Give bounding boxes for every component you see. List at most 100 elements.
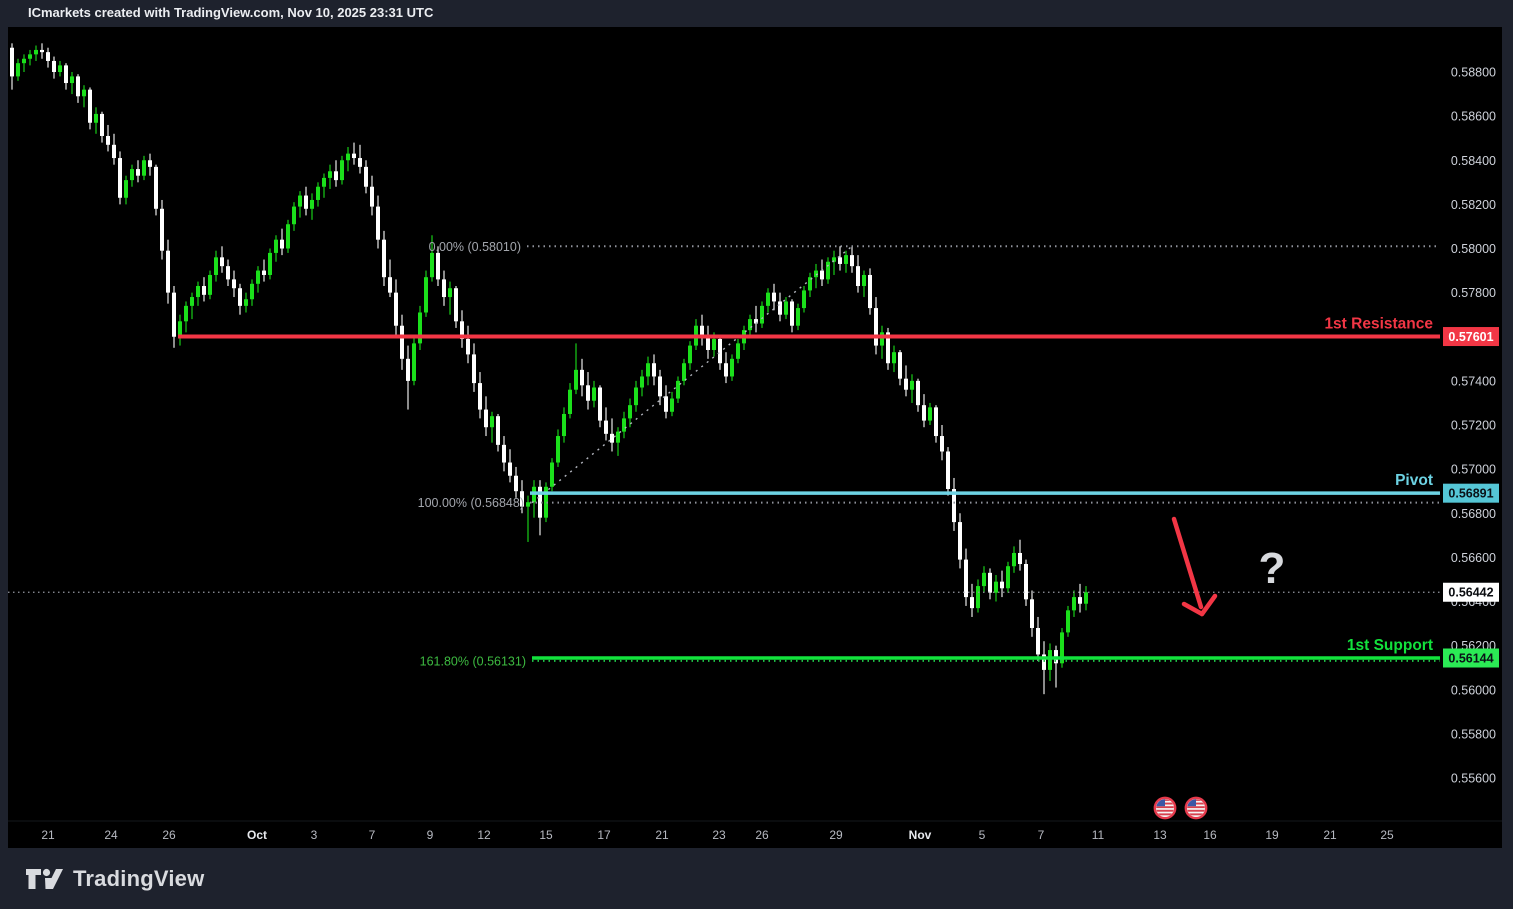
candle-body	[862, 274, 866, 287]
price-axis-label[interactable]: 0.57200	[1451, 419, 1496, 433]
flag-stripe	[1156, 813, 1174, 816]
question-mark-annotation: ?	[1259, 544, 1286, 593]
time-axis-label[interactable]: 11	[1092, 828, 1105, 842]
candle-body	[892, 352, 896, 364]
time-axis-label[interactable]: 7	[369, 828, 376, 842]
candle-body	[496, 416, 500, 445]
candle-body	[148, 160, 152, 167]
flag-art	[1187, 799, 1205, 816]
fib-level-label: 100.00% (0.56848)	[418, 496, 524, 510]
candle-body	[910, 380, 914, 390]
candle	[442, 270, 446, 306]
candle-body	[460, 321, 464, 339]
price-axis-label[interactable]: 0.57800	[1451, 286, 1496, 300]
tradingview-logo[interactable]: TradingView	[25, 866, 204, 892]
time-axis-label[interactable]: 26	[162, 828, 176, 842]
candle-body	[472, 354, 476, 384]
candle	[616, 427, 620, 456]
time-axis-label[interactable]: 15	[539, 828, 553, 842]
candle-body	[454, 288, 458, 322]
candle-body	[784, 301, 788, 315]
candle-body	[1060, 632, 1064, 664]
header-title: ICmarkets created with TradingView.com, …	[28, 5, 434, 20]
candle	[286, 219, 290, 253]
candle-body	[790, 301, 794, 326]
candle-body	[766, 292, 770, 306]
candle-body	[652, 363, 656, 377]
time-axis-label[interactable]: 3	[311, 828, 318, 842]
candle	[172, 286, 176, 348]
candle-body	[1036, 627, 1040, 655]
candle-body	[274, 239, 278, 253]
candle-body	[868, 274, 872, 309]
candle	[364, 160, 368, 194]
candle	[526, 495, 530, 542]
candle	[844, 250, 848, 273]
price-axis-label[interactable]: 0.58600	[1451, 110, 1496, 124]
candle	[976, 579, 980, 613]
price-axis-label[interactable]: 0.58400	[1451, 154, 1496, 168]
price-axis-label[interactable]: 0.57400	[1451, 374, 1496, 388]
time-axis-label[interactable]: 25	[1380, 828, 1394, 842]
candle	[610, 418, 614, 452]
candle	[1042, 641, 1046, 695]
candle-body	[328, 171, 332, 178]
price-axis-label[interactable]: 0.58000	[1451, 242, 1496, 256]
candle	[418, 305, 422, 350]
candle	[814, 263, 818, 289]
candle	[226, 259, 230, 287]
us-flag-icon[interactable]	[1153, 796, 1177, 820]
candle-body	[616, 431, 620, 443]
price-axis-label[interactable]: 0.55600	[1451, 772, 1496, 786]
time-axis-label[interactable]: 7	[1038, 828, 1045, 842]
price-axis-label[interactable]: 0.58800	[1451, 66, 1496, 80]
time-axis-label[interactable]: 21	[41, 828, 55, 842]
candle	[700, 314, 704, 346]
time-axis-label[interactable]: 16	[1203, 828, 1217, 842]
time-axis-label[interactable]: 12	[477, 828, 491, 842]
candle-body	[304, 195, 308, 209]
candle-body	[52, 60, 56, 72]
price-axis-label[interactable]: 0.56000	[1451, 683, 1496, 697]
time-axis-label[interactable]: 13	[1153, 828, 1167, 842]
candle	[934, 405, 938, 443]
price-axis-label[interactable]: 0.57000	[1451, 463, 1496, 477]
time-axis-label[interactable]: 5	[979, 828, 986, 842]
candle-body	[256, 270, 260, 284]
price-axis-label[interactable]: 0.56800	[1451, 507, 1496, 521]
flag-stripe	[1187, 813, 1205, 816]
time-axis-label[interactable]: 29	[829, 828, 843, 842]
time-axis-label[interactable]: 26	[755, 828, 769, 842]
time-axis-label[interactable]: 17	[597, 828, 611, 842]
candle-body	[196, 286, 200, 298]
candle	[958, 513, 962, 569]
time-axis-label[interactable]: 21	[1323, 828, 1337, 842]
candle-body	[526, 502, 530, 507]
arrow-shaft	[1171, 516, 1204, 610]
time-axis-label[interactable]: Nov	[909, 828, 932, 842]
candle	[232, 270, 236, 298]
badge-text: 0.56144	[1448, 651, 1493, 665]
candle	[778, 292, 782, 322]
candle-body	[1042, 654, 1046, 670]
us-flag-icon[interactable]	[1184, 796, 1208, 820]
tradingview-logo-mark	[26, 868, 63, 889]
price-axis-label[interactable]: 0.58200	[1451, 198, 1496, 212]
candle-body	[934, 407, 938, 437]
candle-body	[598, 387, 602, 421]
time-axis-label[interactable]: 9	[427, 828, 434, 842]
chart-canvas[interactable]	[8, 27, 1502, 848]
time-axis-label[interactable]: 21	[655, 828, 669, 842]
candle	[250, 279, 254, 306]
time-axis-label[interactable]: 19	[1265, 828, 1279, 842]
candle	[916, 378, 920, 412]
time-axis-label[interactable]: 23	[712, 828, 726, 842]
candle	[154, 164, 158, 216]
time-axis-label[interactable]: Oct	[247, 828, 267, 842]
price-axis-label[interactable]: 0.56600	[1451, 551, 1496, 565]
candle-body	[736, 343, 740, 359]
price-axis-label[interactable]: 0.55800	[1451, 727, 1496, 741]
candle	[1018, 539, 1022, 571]
time-axis-label[interactable]: 24	[104, 828, 118, 842]
